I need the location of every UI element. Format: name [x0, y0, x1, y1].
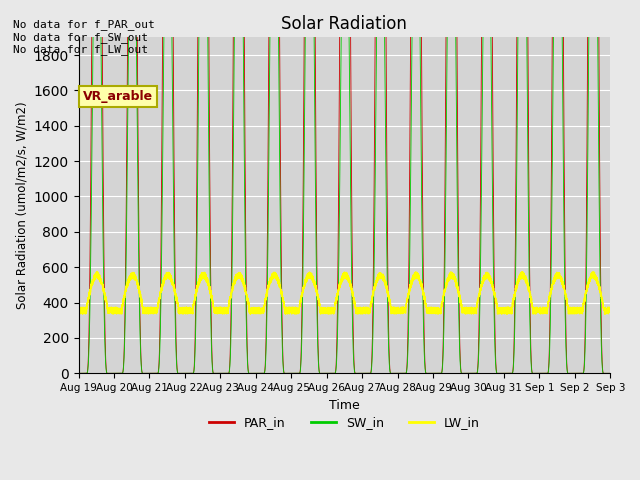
- PAR_in: [326, 371, 334, 376]
- PAR_in: [75, 371, 83, 376]
- LW_in: [93, 269, 100, 275]
- Text: No data for f_PAR_out
No data for f_SW_out
No data for f_LW_out: No data for f_PAR_out No data for f_SW_o…: [13, 19, 154, 55]
- SW_in: [463, 371, 471, 376]
- LW_in: [584, 283, 592, 289]
- Line: LW_in: LW_in: [79, 272, 611, 314]
- Text: VR_arable: VR_arable: [83, 90, 153, 103]
- PAR_in: [463, 371, 471, 376]
- PAR_in: [255, 371, 263, 376]
- PAR_in: [584, 0, 592, 3]
- SW_in: [326, 371, 334, 376]
- LW_in: [503, 311, 511, 317]
- Title: Solar Radiation: Solar Radiation: [282, 15, 407, 33]
- Line: SW_in: SW_in: [79, 0, 611, 373]
- X-axis label: Time: Time: [329, 398, 360, 412]
- PAR_in: [577, 371, 585, 376]
- LW_in: [463, 309, 471, 315]
- SW_in: [75, 371, 83, 376]
- SW_in: [255, 371, 263, 376]
- SW_in: [607, 371, 614, 376]
- Y-axis label: Solar Radiation (umol/m2/s, W/m2): Solar Radiation (umol/m2/s, W/m2): [15, 101, 28, 309]
- SW_in: [478, 116, 486, 121]
- LW_in: [255, 310, 263, 315]
- SW_in: [577, 371, 585, 376]
- LW_in: [607, 304, 614, 310]
- Line: PAR_in: PAR_in: [79, 0, 611, 373]
- SW_in: [584, 145, 592, 151]
- PAR_in: [607, 371, 614, 376]
- LW_in: [479, 280, 486, 286]
- LW_in: [578, 306, 586, 312]
- Legend: PAR_in, SW_in, LW_in: PAR_in, SW_in, LW_in: [204, 411, 484, 434]
- LW_in: [326, 310, 334, 315]
- LW_in: [75, 308, 83, 313]
